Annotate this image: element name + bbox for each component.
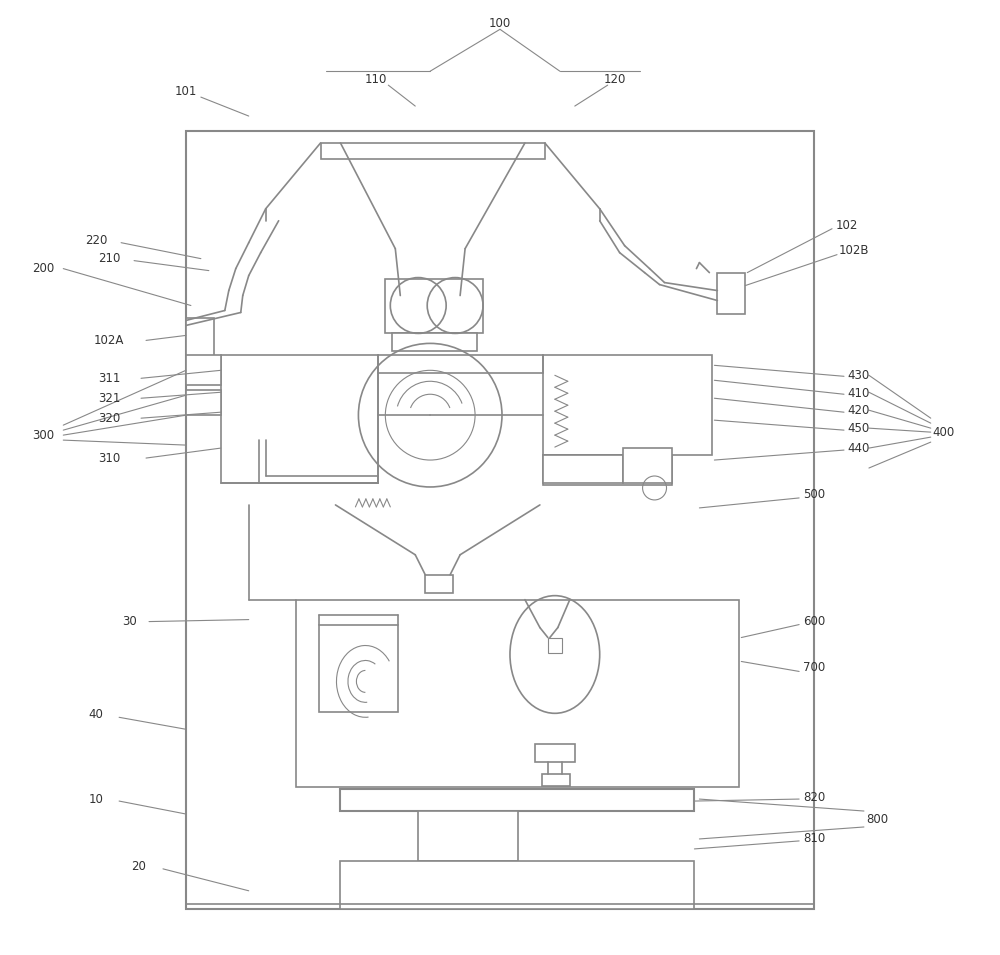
Bar: [186, 318, 214, 360]
Text: 310: 310: [98, 452, 120, 464]
Bar: [340, 860, 694, 909]
Bar: [548, 638, 562, 653]
Text: 700: 700: [803, 661, 825, 674]
Text: 20: 20: [132, 860, 146, 874]
Text: 430: 430: [848, 369, 870, 382]
Text: 102A: 102A: [94, 334, 124, 347]
Text: 120: 120: [603, 73, 626, 86]
Bar: [535, 744, 575, 762]
Text: 410: 410: [848, 387, 870, 400]
Bar: [296, 600, 739, 787]
Text: 500: 500: [803, 488, 825, 501]
Text: 300: 300: [32, 429, 54, 441]
Bar: [542, 775, 570, 786]
Text: 321: 321: [98, 392, 120, 405]
Text: 810: 810: [803, 833, 825, 845]
Text: 320: 320: [98, 412, 120, 425]
Text: 440: 440: [848, 441, 870, 455]
Text: 420: 420: [848, 404, 870, 416]
Bar: [221, 355, 378, 483]
Bar: [425, 575, 453, 593]
Text: 820: 820: [803, 791, 825, 803]
Text: 600: 600: [803, 615, 825, 628]
Text: 311: 311: [98, 371, 120, 385]
Text: 100: 100: [489, 17, 511, 30]
Text: 800: 800: [866, 813, 888, 825]
Bar: [186, 391, 221, 415]
Bar: [321, 143, 545, 159]
Bar: [623, 448, 672, 483]
Text: 400: 400: [933, 426, 955, 438]
Text: 30: 30: [122, 615, 136, 628]
Bar: [418, 811, 518, 860]
Bar: [543, 355, 712, 456]
Text: 450: 450: [848, 422, 870, 435]
Text: 200: 200: [32, 262, 54, 275]
Text: 102B: 102B: [839, 244, 869, 257]
Text: 210: 210: [98, 252, 120, 265]
Bar: [340, 789, 694, 811]
Bar: [186, 355, 221, 385]
Bar: [717, 272, 745, 314]
Text: 101: 101: [175, 85, 197, 97]
Bar: [543, 456, 623, 483]
Bar: [543, 456, 672, 485]
Bar: [319, 625, 398, 712]
Text: 110: 110: [364, 73, 387, 86]
Bar: [186, 131, 814, 909]
Text: 102: 102: [836, 220, 858, 232]
Text: 40: 40: [89, 708, 104, 721]
Text: 220: 220: [85, 234, 107, 247]
Text: 10: 10: [89, 793, 104, 806]
Bar: [392, 333, 477, 351]
Bar: [385, 279, 483, 333]
